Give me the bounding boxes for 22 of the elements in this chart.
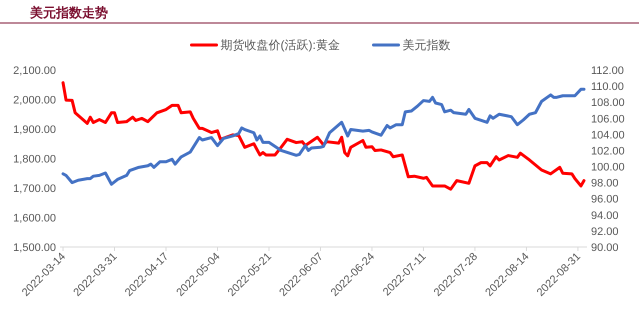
legend-label: 美元指数 [402, 38, 450, 52]
y2-tick-label: 110.00 [591, 81, 624, 94]
y-tick-label: 2,000.00 [13, 94, 56, 106]
y2-tick-label: 112.00 [591, 65, 624, 77]
chart-title: 美元指数走势 [29, 5, 108, 21]
y2-tick-label: 96.00 [591, 194, 619, 206]
y-tick-label: 1,600.00 [13, 212, 56, 224]
y-tick-label: 1,700.00 [13, 183, 56, 195]
y2-tick-label: 102.00 [591, 145, 625, 158]
y2-tick-label: 100.00 [591, 162, 625, 174]
y-tick-label: 1,900.00 [13, 124, 56, 136]
y2-tick-label: 106.00 [591, 113, 625, 126]
y2-tick-label: 94.00 [591, 210, 619, 222]
y-tick-label: 1,500.00 [13, 242, 56, 254]
y2-tick-label: 90.00 [591, 242, 619, 254]
y2-tick-label: 98.00 [591, 178, 619, 190]
legend-label: 期货收盘价(活跃):黄金 [220, 38, 340, 52]
y-tick-label: 1,800.00 [13, 154, 56, 166]
y-tick-label: 2,100.00 [13, 65, 56, 77]
y2-tick-label: 108.00 [591, 97, 625, 110]
y2-tick-label: 104.00 [591, 129, 625, 142]
y2-tick-label: 92.00 [591, 226, 619, 238]
